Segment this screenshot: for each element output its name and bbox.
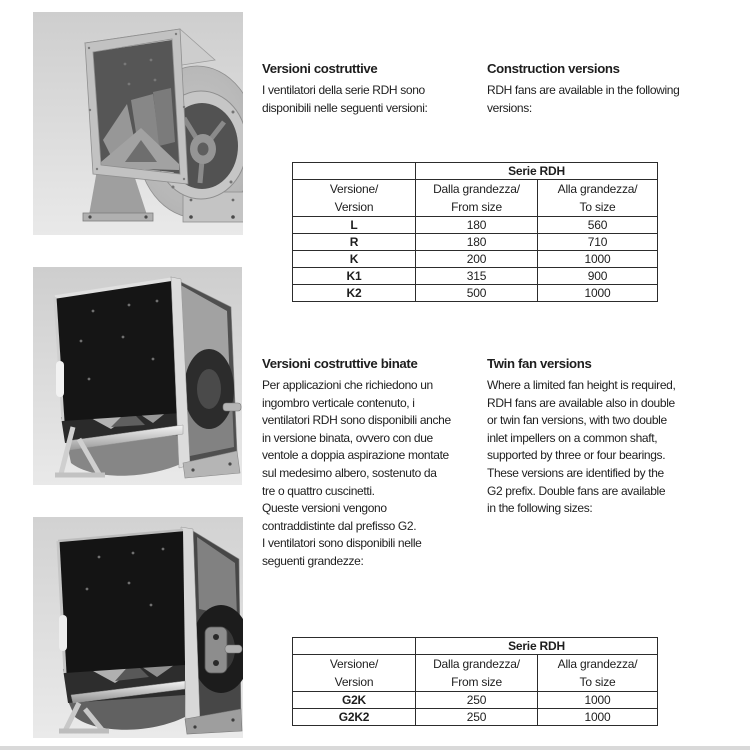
- table1-title: Serie RDH: [414, 162, 659, 180]
- table1-col-from-size: Dalla grandezza/ From size: [415, 179, 538, 217]
- from-size-value: 180: [415, 233, 538, 251]
- table1-header-row: Versione/ Version Dalla grandezza/ From …: [292, 179, 659, 217]
- to-size-value: 1000: [536, 284, 659, 302]
- section2-english-column: Twin fan versions Where a limited fan he…: [487, 356, 676, 518]
- table1-row-K1: K1 315 900: [292, 267, 659, 285]
- from-size-value: 180: [415, 216, 538, 234]
- table1-row-L: L 180 560: [292, 216, 659, 234]
- page-bottom-strip: [0, 746, 750, 750]
- fan-photo-twin-shaft: [33, 517, 243, 738]
- section1-italian-column: Versioni costruttive I ventilatori della…: [262, 61, 428, 117]
- from-size-value: 250: [415, 691, 538, 709]
- construction-versions-table: Serie RDH Versione/ Version Dalla grande…: [292, 162, 659, 302]
- fan-photo-single-inlet: [33, 12, 243, 235]
- section1-body-it: I ventilatori della serie RDH sono dispo…: [262, 83, 428, 115]
- section2-heading-en: Twin fan versions: [487, 356, 592, 371]
- section1-heading-it: Versioni costruttive: [262, 61, 378, 76]
- section2-body-en: Where a limited fan height is required, …: [487, 378, 676, 516]
- version-label: K1: [292, 267, 416, 285]
- twin-fan-versions-table: Serie RDH Versione/ Version Dalla grande…: [292, 637, 659, 726]
- version-label: K: [292, 250, 416, 268]
- table2-corner-cell: [292, 637, 416, 655]
- table1-row-K: K 200 1000: [292, 250, 659, 268]
- table2-title: Serie RDH: [414, 637, 659, 655]
- section1-body-en: RDH fans are available in the following …: [487, 83, 680, 115]
- table2-title-row: Serie RDH: [292, 637, 659, 655]
- to-size-value: 1000: [536, 250, 659, 268]
- version-label: K2: [292, 284, 416, 302]
- from-size-value: 250: [415, 708, 538, 726]
- fan-illustration-2: [33, 267, 242, 485]
- table2-header-row: Versione/ Version Dalla grandezza/ From …: [292, 654, 659, 692]
- table2-col-from-size: Dalla grandezza/ From size: [415, 654, 538, 692]
- to-size-value: 900: [536, 267, 659, 285]
- section1-heading-en: Construction versions: [487, 61, 620, 76]
- version-label: G2K2: [292, 708, 416, 726]
- table2-col-to-size: Alla grandezza/ To size: [536, 654, 659, 692]
- table2-col-version: Versione/ Version: [292, 654, 416, 692]
- to-size-value: 1000: [536, 708, 659, 726]
- table1-row-R: R 180 710: [292, 233, 659, 251]
- fan-photo-twin-dark: [33, 267, 242, 485]
- version-label: G2K: [292, 691, 416, 709]
- table1-corner-cell: [292, 162, 416, 180]
- version-label: L: [292, 216, 416, 234]
- section2-body-it: Per applicazioni che richiedono un ingom…: [262, 378, 451, 568]
- table1-col-to-size: Alla grandezza/ To size: [536, 179, 659, 217]
- table1-row-K2: K2 500 1000: [292, 284, 659, 302]
- table2-row-G2K2: G2K2 250 1000: [292, 708, 659, 726]
- from-size-value: 200: [415, 250, 538, 268]
- section2-italian-column: Versioni costruttive binate Per applicaz…: [262, 356, 451, 571]
- to-size-value: 710: [536, 233, 659, 251]
- from-size-value: 500: [415, 284, 538, 302]
- version-label: R: [292, 233, 416, 251]
- section2-heading-it: Versioni costruttive binate: [262, 356, 418, 371]
- from-size-value: 315: [415, 267, 538, 285]
- fan-illustration-1: [33, 12, 243, 235]
- section1-english-column: Construction versions RDH fans are avail…: [487, 61, 680, 117]
- table1-col-version: Versione/ Version: [292, 179, 416, 217]
- fan-illustration-3: [33, 517, 243, 738]
- to-size-value: 560: [536, 216, 659, 234]
- table2-row-G2K: G2K 250 1000: [292, 691, 659, 709]
- table1-title-row: Serie RDH: [292, 162, 659, 180]
- to-size-value: 1000: [536, 691, 659, 709]
